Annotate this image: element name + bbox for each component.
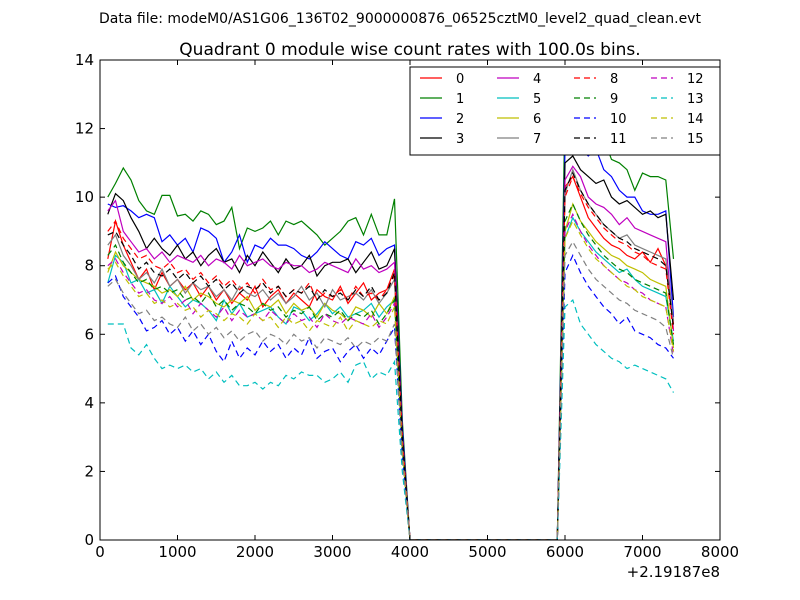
y-tick-label: 14 <box>75 51 94 69</box>
y-tick-label: 2 <box>84 462 94 480</box>
legend-label-2: 2 <box>456 112 464 127</box>
legend-label-12: 12 <box>687 72 704 87</box>
legend-label-5: 5 <box>533 92 541 107</box>
series-line-4 <box>107 165 675 540</box>
legend-label-0: 0 <box>456 72 464 87</box>
x-tick-label: 7000 <box>623 543 661 561</box>
chart-title: Quadrant 0 module wise count rates with … <box>179 40 640 60</box>
series-line-8 <box>107 175 675 540</box>
series-line-10 <box>107 253 674 540</box>
x-tick-label: 8000 <box>701 543 739 561</box>
series-line-13 <box>107 298 675 540</box>
legend-label-7: 7 <box>533 132 541 147</box>
x-tick-label: 5000 <box>468 543 506 561</box>
legend-label-14: 14 <box>687 112 704 127</box>
series-line-14 <box>107 219 675 540</box>
x-tick-label: 4000 <box>391 543 429 561</box>
y-tick-label: 0 <box>84 531 94 549</box>
x-offset-label: +2.19187e8 <box>627 563 720 581</box>
series-line-12 <box>107 212 675 540</box>
y-tick-label: 4 <box>84 394 94 412</box>
legend-label-15: 15 <box>687 132 704 147</box>
y-tick-label: 12 <box>75 120 94 138</box>
legend-label-3: 3 <box>456 132 464 147</box>
x-tick-label: 0 <box>95 543 105 561</box>
legend-label-6: 6 <box>533 112 541 127</box>
legend-label-11: 11 <box>610 132 627 147</box>
legend-box <box>409 66 721 156</box>
axis-ticks: 0 1000 2000 3000 4000 5000 6000 7000 80000246810… <box>75 51 739 561</box>
y-tick-label: 6 <box>84 325 94 343</box>
x-tick-label: 2000 <box>236 543 274 561</box>
series-line-3 <box>107 155 675 540</box>
x-tick-label: 6000 <box>546 543 584 561</box>
legend-label-13: 13 <box>687 92 704 107</box>
series-line-9 <box>107 202 675 540</box>
series-line-11 <box>107 171 675 540</box>
series-layer <box>107 107 675 540</box>
legend-label-4: 4 <box>533 72 541 87</box>
series-line-15 <box>107 240 675 540</box>
y-tick-label: 8 <box>84 257 94 275</box>
y-tick-label: 10 <box>75 188 94 206</box>
figure-suptitle: Data file: modeM0/AS1G06_136T02_90000008… <box>99 11 701 27</box>
legend-label-10: 10 <box>610 112 627 127</box>
legend-label-9: 9 <box>610 92 618 107</box>
series-line-0 <box>107 175 675 540</box>
x-tick-label: 1000 <box>158 543 196 561</box>
legend-label-1: 1 <box>456 92 464 107</box>
legend-label-8: 8 <box>610 72 618 87</box>
x-tick-label: 3000 <box>313 543 351 561</box>
